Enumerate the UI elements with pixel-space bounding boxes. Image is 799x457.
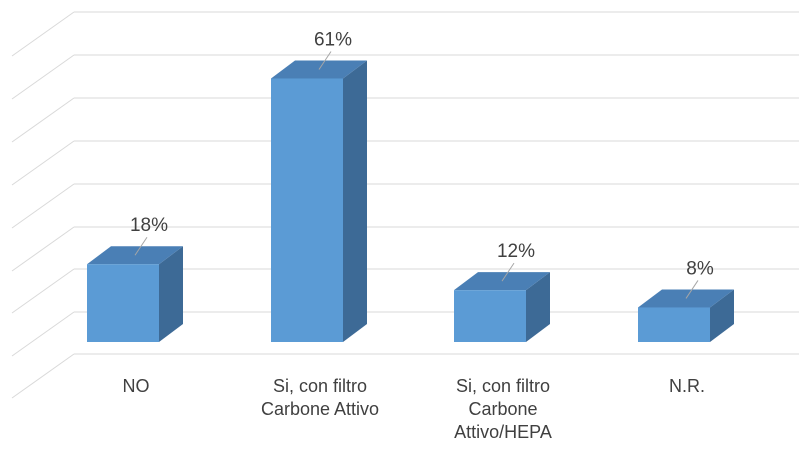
gridline-side-7 [11, 311, 75, 357]
bar-front-0 [87, 264, 159, 342]
bar-1 [271, 60, 367, 342]
category-label-0: NO [122, 376, 150, 396]
bar-front-3 [638, 307, 710, 342]
gridline-side-4 [11, 183, 75, 229]
category-label-1: Si, con filtro Carbone Attivo [260, 376, 380, 419]
leader-line-2 [501, 262, 515, 282]
bar-side-3 [710, 289, 734, 342]
data-label-3: 8% [686, 258, 714, 279]
bar-side-2 [526, 272, 550, 342]
data-labels: 18% 61% 12% 8% [130, 29, 714, 299]
bar-side-1 [343, 60, 367, 342]
bar-front-1 [271, 78, 343, 342]
leader-line-1 [318, 51, 332, 70]
category-label-3: N.R. [669, 376, 705, 396]
gridline-side-3 [11, 140, 75, 186]
bar-0 [87, 246, 183, 342]
category-label-2: Si, con filtro Carbone Attivo/HEPA [454, 376, 552, 442]
gridline-side-8 [11, 353, 75, 399]
data-label-0: 18% [130, 215, 168, 236]
bar-3 [638, 289, 734, 342]
gridline-side-6 [11, 268, 75, 314]
data-label-2: 12% [497, 241, 535, 262]
gridline-side-5 [11, 226, 75, 272]
bar-side-0 [159, 246, 183, 342]
gridline-side-2 [11, 97, 75, 143]
leader-line-3 [685, 280, 699, 299]
gridline-side-0 [11, 11, 75, 57]
gridlines [11, 11, 799, 399]
leader-line-0 [134, 236, 148, 256]
data-label-1: 61% [314, 29, 352, 50]
gridline-side-1 [11, 54, 75, 100]
bars [87, 60, 734, 342]
bar-2 [454, 272, 550, 342]
bar-front-2 [454, 290, 526, 342]
